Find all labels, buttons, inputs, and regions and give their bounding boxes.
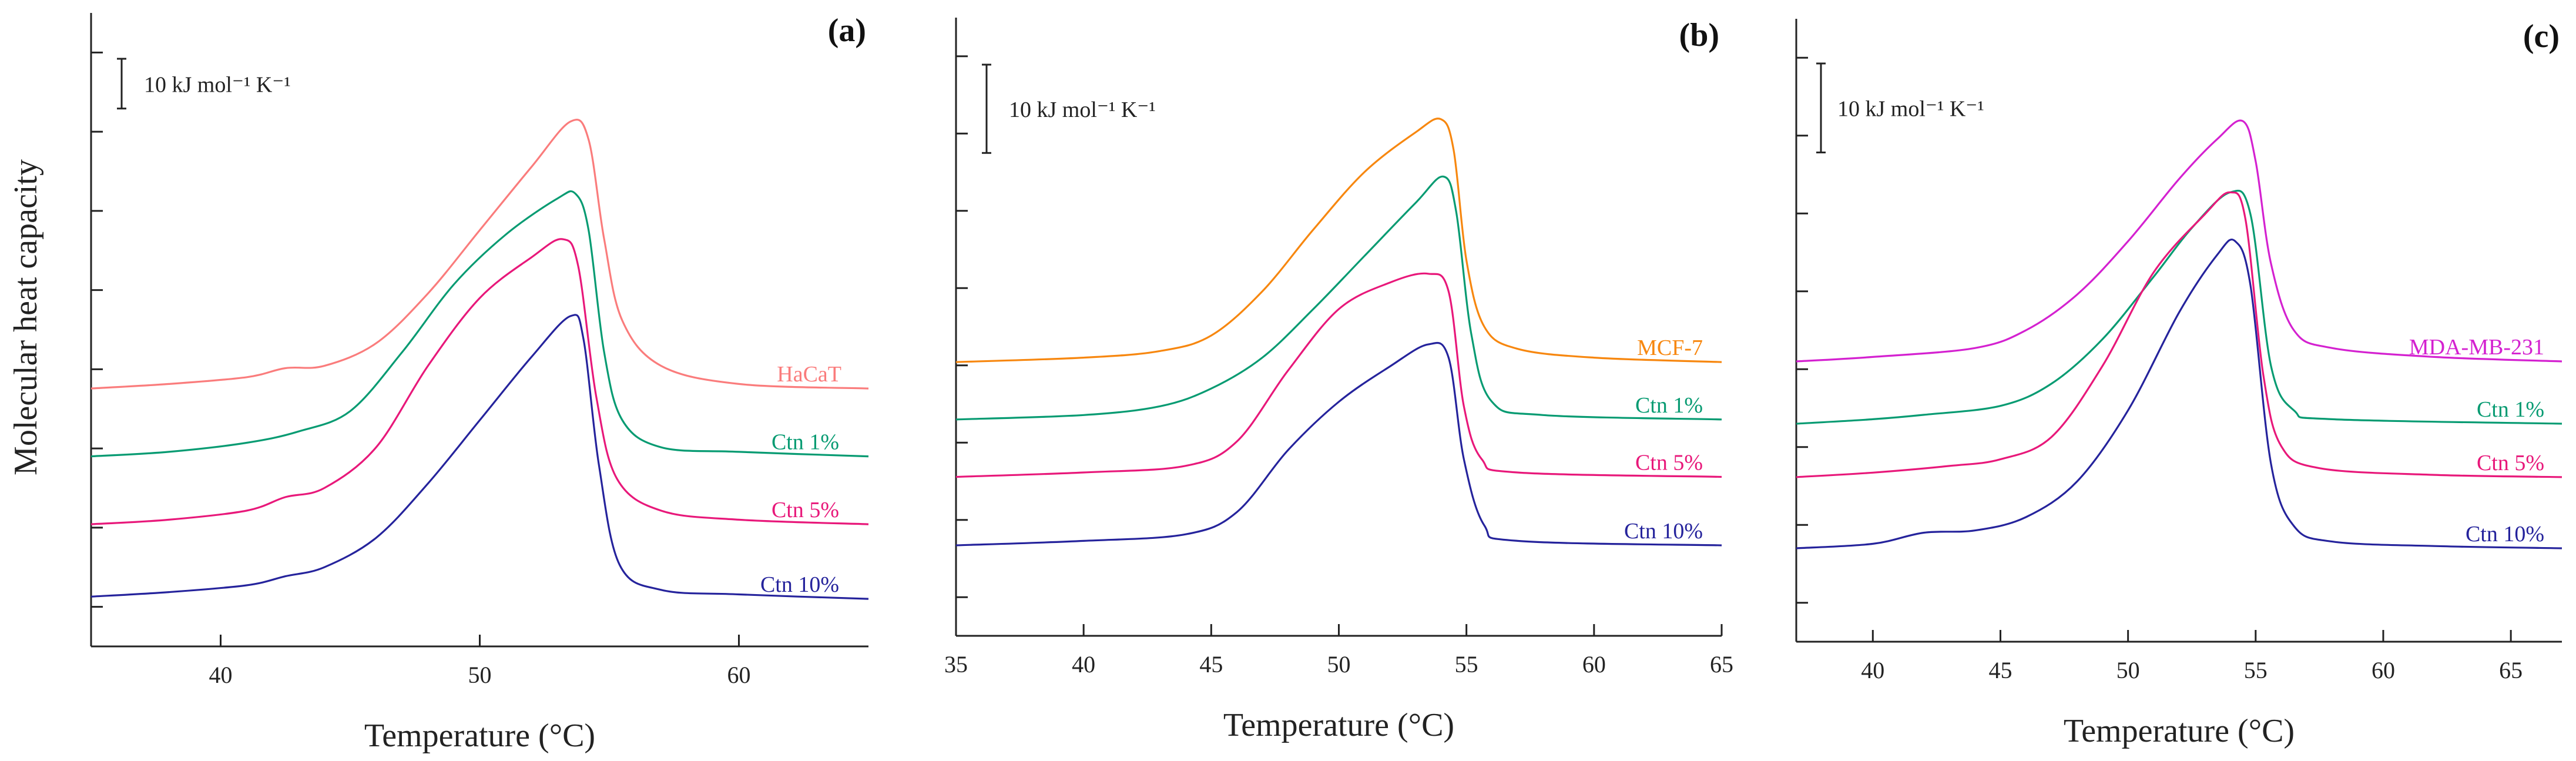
series-label: Ctn 1% — [2477, 397, 2544, 422]
series-label: Ctn 10% — [760, 572, 839, 597]
series-line-ctn-1- — [955, 175, 1722, 421]
x-tick-label: 40 — [1072, 651, 1095, 678]
scale-bar: 10 kJ mol⁻¹ K⁻¹ — [117, 58, 291, 110]
x-tick-label: 55 — [1455, 651, 1478, 678]
chart-panel-3: 40 45 50 55 60 65 Temperature (°C) (c) 10 kJ mol… — [1795, 18, 2562, 749]
series-label: Ctn 5% — [772, 498, 839, 522]
chart-panel-1: 40 50 60 Temperature (°C) (a) 10 kJ mol⁻¹ K⁻¹… — [90, 12, 869, 754]
x-tick-label: 50 — [468, 662, 492, 688]
x-tick-label: 45 — [1199, 651, 1223, 678]
series-label: MCF-7 — [1637, 336, 1703, 360]
series-label: HaCaT — [777, 362, 841, 387]
panel-label: (c) — [2523, 18, 2560, 55]
series-line-ctn-1- — [1796, 189, 2562, 425]
x-tick-label: 50 — [1327, 651, 1351, 678]
panel-label: (b) — [1679, 17, 1719, 53]
x-tick-label: 65 — [2499, 657, 2523, 683]
scale-bar-label: 10 kJ mol⁻¹ K⁻¹ — [144, 72, 291, 97]
series-line-ctn-10- — [90, 314, 869, 600]
series-line-ctn-5- — [90, 238, 869, 525]
x-tick-label: 35 — [944, 651, 968, 678]
x-tick-label: 60 — [2372, 657, 2395, 683]
scale-bar: 10 kJ mol⁻¹ K⁻¹ — [982, 63, 1156, 154]
series-line-ctn-5- — [955, 272, 1722, 478]
x-tick-label: 50 — [2117, 657, 2140, 683]
x-tick-label: 45 — [1988, 657, 2012, 683]
series-label: Ctn 5% — [2477, 451, 2544, 475]
series-label: Ctn 1% — [772, 430, 839, 455]
y-axis-title: Molecular heat capacity — [8, 159, 44, 475]
x-tick-label: 60 — [1582, 651, 1606, 678]
series-line-ctn-1- — [90, 190, 869, 458]
scale-bar-label: 10 kJ mol⁻¹ K⁻¹ — [1837, 97, 1984, 122]
series-label: Ctn 10% — [2466, 522, 2544, 547]
series-line-ctn-5- — [1796, 191, 2562, 478]
scale-bar-label: 10 kJ mol⁻¹ K⁻¹ — [1009, 98, 1156, 122]
x-axis-title: Temperature (°C) — [364, 718, 595, 754]
x-tick-label: 65 — [1710, 651, 1733, 678]
series-line-ctn-10- — [1796, 238, 2562, 549]
series-label: Ctn 5% — [1635, 450, 1703, 475]
series-line-mda-mb-231 — [1796, 119, 2562, 363]
series-line-hacat — [90, 119, 869, 390]
series-label: Ctn 1% — [1635, 393, 1703, 418]
series-line-mcf-7 — [955, 118, 1722, 363]
chart-panel-2: 35 40 45 50 55 60 65 Temperature (°C) (b) 10 kJ m… — [944, 17, 1733, 743]
x-tick-label: 40 — [1861, 657, 1884, 683]
x-tick-label: 60 — [727, 662, 751, 688]
series-line-ctn-10- — [955, 341, 1722, 547]
series-label: MDA-MB-231 — [2409, 335, 2544, 360]
series-label: Ctn 10% — [1624, 519, 1703, 544]
panel-label: (a) — [828, 12, 866, 49]
x-axis-title: Temperature (°C) — [1223, 707, 1454, 743]
x-axis-title: Temperature (°C) — [2064, 713, 2295, 749]
x-tick-label: 40 — [209, 662, 233, 688]
scale-bar: 10 kJ mol⁻¹ K⁻¹ — [1816, 62, 1984, 153]
chart-panels: 40 50 60 Temperature (°C) (a) 10 kJ mol⁻¹ K⁻¹… — [90, 12, 2562, 754]
x-tick-label: 55 — [2244, 657, 2268, 683]
